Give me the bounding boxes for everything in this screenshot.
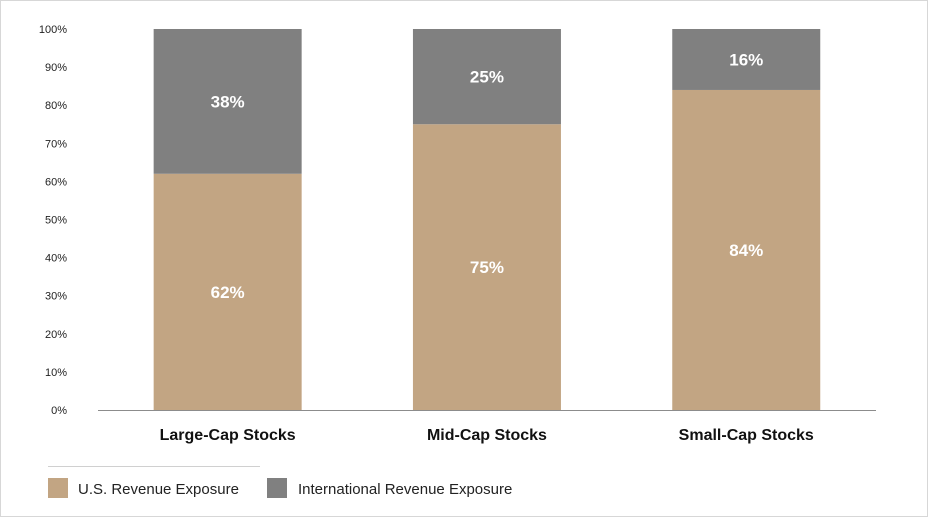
y-tick-label: 50% bbox=[45, 215, 67, 227]
x-category-label: Small-Cap Stocks bbox=[679, 427, 814, 444]
y-tick-label: 90% bbox=[45, 62, 67, 74]
bar-segment-international bbox=[412, 29, 561, 125]
bar-segment-us bbox=[412, 124, 561, 410]
data-label: 25% bbox=[470, 68, 504, 87]
legend-label: International Revenue Exposure bbox=[298, 481, 512, 498]
y-tick-label: 40% bbox=[45, 253, 67, 265]
y-tick-label: 30% bbox=[45, 291, 67, 303]
data-label: 16% bbox=[729, 50, 763, 69]
bars: 62% 38% 75% 25% 84% 16% bbox=[153, 29, 821, 411]
y-tick-label: 100% bbox=[39, 24, 67, 36]
data-label: 38% bbox=[211, 92, 245, 111]
y-tick-label: 80% bbox=[45, 100, 67, 112]
legend-label: U.S. Revenue Exposure bbox=[78, 481, 239, 498]
x-category-label: Large-Cap Stocks bbox=[160, 427, 296, 444]
data-label: 84% bbox=[729, 241, 763, 260]
legend-swatch bbox=[267, 478, 287, 498]
bar-segment-international bbox=[153, 29, 302, 174]
legend: U.S. Revenue Exposure International Reven… bbox=[48, 478, 512, 498]
y-tick-label: 10% bbox=[45, 367, 67, 379]
y-tick-label: 70% bbox=[45, 138, 67, 150]
bar-segment-us bbox=[672, 89, 821, 411]
x-category-label: Mid-Cap Stocks bbox=[427, 427, 547, 444]
y-axis: 0% 10% 20% 30% 40% 50% 60% 70% 80% 90% 100% bbox=[39, 24, 67, 417]
bar-segment-us bbox=[153, 173, 302, 410]
y-tick-label: 0% bbox=[51, 405, 67, 417]
y-tick-label: 60% bbox=[45, 176, 67, 188]
data-label: 75% bbox=[470, 258, 504, 277]
legend-swatch bbox=[48, 478, 68, 498]
x-axis: Large-Cap Stocks Mid-Cap Stocks Small-Cap … bbox=[160, 427, 814, 444]
bar-segment-international bbox=[672, 29, 821, 90]
data-label: 62% bbox=[211, 283, 245, 302]
y-tick-label: 20% bbox=[45, 329, 67, 341]
